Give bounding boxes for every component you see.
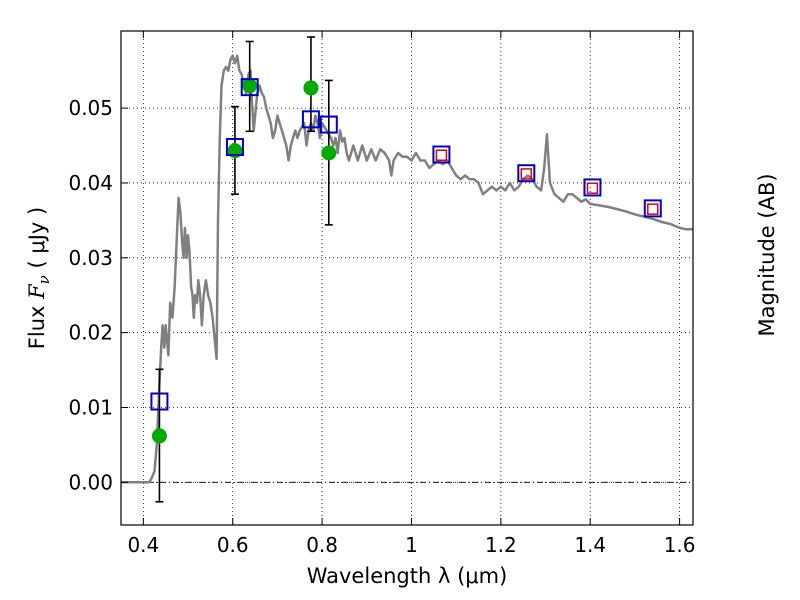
x-tick-label: 1.2 [485,533,517,557]
x-tick-label: 0.8 [306,533,338,557]
y2-axis-title: Magnitude (AB) [755,173,779,336]
y-axis-title-prefix: Flux [25,299,49,349]
y-axis-title: Flux Fν ( μJy ) [25,207,53,349]
model-flux-square-inner [647,203,659,215]
model-flux-square [583,178,602,197]
model-flux-square [240,78,259,97]
model-flux-square [301,110,320,129]
observed-flux-point [242,78,258,94]
model-flux-square [643,199,662,218]
x-tick-label: 1.4 [574,533,606,557]
y-axis-title-symbol: F [25,283,49,300]
model-flux-square-inner [586,182,599,194]
y-tick-label: 0.03 [68,246,113,270]
y-tick-label: 0.05 [68,96,113,120]
spectrum-line [121,54,693,484]
x-tick-label: 1.6 [664,533,696,557]
y-tick-label: 0.00 [68,470,113,494]
x-tick-label: 0.6 [217,533,249,557]
model-flux-square [225,138,244,157]
model-flux-square [319,115,338,134]
model-flux-square-inner [520,168,533,180]
observed-flux-point [321,145,337,161]
y-tick-label: 0.04 [68,171,113,195]
y-tick-label: 0.01 [68,395,113,419]
model-flux-square [150,392,169,411]
model-flux-square-inner [435,149,448,161]
plot-area [121,36,693,503]
plot-frame [120,30,694,526]
x-tick-label: 1 [405,533,418,557]
model-flux-square [432,145,451,164]
x-tick-label: 0.4 [127,533,159,557]
grid [121,31,693,525]
model-flux-square [517,164,536,183]
ticks: 0.4 0.6 0.8 1 1.2 1.4 1.6 0.00 0.01 0.02 0.03 0.04 0… [68,31,696,557]
y-axis-title-subscript: ν [35,275,53,284]
observed-flux-point [303,80,319,96]
observed-flux-point [151,428,167,444]
y-axis-title-unit: ( μJy ) [25,207,49,275]
x-axis-title: Wavelength λ (μm) [307,564,508,588]
y-tick-label: 0.02 [68,321,113,345]
